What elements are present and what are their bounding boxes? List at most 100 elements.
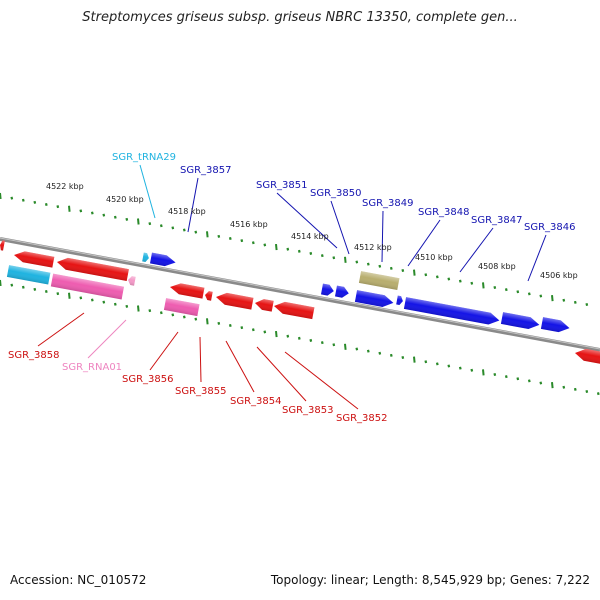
reverse-gene-a-shade <box>14 251 55 268</box>
label-leader-top <box>459 227 494 273</box>
gene-label-top: SGR_3851 <box>256 180 308 191</box>
upper-scale-tick <box>355 260 359 264</box>
dna-backbone <box>0 237 600 352</box>
upper-scale-tick <box>194 230 198 234</box>
label-leader-bottom <box>284 351 359 410</box>
rna-feature <box>50 273 124 300</box>
lower-scale-tick <box>137 305 140 312</box>
reverse-gene-b-shade <box>57 257 129 281</box>
sgr3853-feature <box>255 299 274 312</box>
gene-label-top: SGR_tRNA29 <box>112 152 176 163</box>
trna29-feature-shade <box>142 252 149 263</box>
lower-scale-tick <box>539 381 543 385</box>
sgr3852-feature-shade <box>274 301 315 320</box>
upper-scale-tick <box>125 217 129 221</box>
upper-scale-tick <box>424 273 428 277</box>
upper-scale-tick <box>79 209 83 213</box>
upper-scale-tick <box>527 292 531 296</box>
upper-scale-tick <box>573 300 577 304</box>
upper-scale-tick <box>458 279 462 283</box>
lower-scale-tick <box>447 364 451 368</box>
lower-scale-tick <box>297 336 301 340</box>
upper-scale-tick <box>504 288 508 292</box>
label-leader-bottom <box>87 319 127 359</box>
lower-scale-tick <box>286 334 290 338</box>
upper-scale-tick <box>21 198 25 202</box>
upper-scale-tick <box>113 215 117 219</box>
upper-scale-tick <box>68 205 71 212</box>
label-leader-top <box>330 200 350 255</box>
sgr3846-feature-shade <box>540 317 570 333</box>
lower-scale-tick <box>90 298 94 302</box>
lower-scale-tick <box>470 368 474 372</box>
accession-text: Accession: NC_010572 <box>10 573 147 587</box>
scale-ticks <box>0 192 600 396</box>
misc-feature <box>358 271 400 290</box>
sgr3854-feature <box>216 292 254 310</box>
gene-label-top: SGR_3846 <box>524 222 576 233</box>
lower-scale-tick <box>0 279 2 287</box>
sgr3851-feature-shade <box>320 283 334 296</box>
upper-scale-tick <box>44 203 48 207</box>
upper-scale-tick <box>482 282 485 289</box>
upper-scale-tick <box>56 205 60 209</box>
sgr3847b-feature <box>500 312 540 329</box>
upper-scale-tick <box>10 196 14 200</box>
lower-scale-tick <box>320 341 324 345</box>
scale-label: 4508 kbp <box>478 262 516 271</box>
upper-scale-tick <box>470 281 474 285</box>
gene-label-bottom: SGR_3852 <box>336 413 388 424</box>
upper-scale-tick <box>401 268 405 272</box>
lower-scale-tick <box>240 326 244 330</box>
genome-summary-text: Topology: linear; Length: 8,545,929 bp; … <box>270 573 590 587</box>
lower-scale-tick <box>504 375 508 379</box>
label-leader-top <box>139 164 156 219</box>
upper-scale-tick <box>389 266 393 270</box>
upper-scale-tick <box>435 275 439 279</box>
sgr-rna01-feature-shade <box>128 276 136 286</box>
lower-scale-tick <box>171 313 175 317</box>
lower-scale-tick <box>516 377 520 381</box>
upper-scale-tick <box>551 295 554 302</box>
upper-scale-tick <box>90 211 94 215</box>
upper-scale-tick <box>320 254 324 258</box>
lower-scale-tick <box>125 304 129 308</box>
offscreen-left-feature-shade <box>0 240 5 251</box>
lower-scale-tick <box>206 318 209 325</box>
misc-feature-shade <box>358 271 400 290</box>
lower-scale-tick <box>389 353 393 357</box>
label-leader-bottom <box>199 336 202 383</box>
gene-label-top: SGR_3850 <box>310 188 362 199</box>
lower-scale-tick <box>33 287 37 291</box>
upper-scale-tick <box>378 264 382 268</box>
lower-scale-tick <box>355 347 359 351</box>
upper-scale-tick <box>33 200 37 204</box>
lower-scale-tick <box>562 385 566 389</box>
upper-scale-tick <box>102 213 106 217</box>
upper-scale-tick <box>263 243 267 247</box>
lower-scale-tick <box>194 317 198 321</box>
upper-scale-tick <box>562 298 566 302</box>
label-leader-bottom <box>256 346 307 402</box>
label-leader-bottom <box>225 340 255 393</box>
dna-line-highlight <box>0 237 600 350</box>
rna-feature-2-shade <box>163 298 200 317</box>
sgr3855-feature-shade <box>205 291 213 301</box>
upper-scale-tick <box>275 243 278 251</box>
lower-scale-tick <box>573 387 577 391</box>
scale-label: 4516 kbp <box>230 220 268 229</box>
sgr3849-feature <box>354 290 394 307</box>
upper-scale-tick <box>539 294 543 298</box>
lower-scale-tick <box>182 315 186 319</box>
gene-label-top: SGR_3847 <box>471 215 523 226</box>
label-leaders <box>37 164 547 410</box>
upper-scale-tick <box>344 256 347 263</box>
sgr3847a-feature <box>403 297 500 325</box>
lower-scale-tick <box>344 343 347 350</box>
label-leader-bottom <box>149 331 179 371</box>
upper-scale-tick <box>159 224 163 228</box>
sgr3853-feature-shade <box>255 299 274 312</box>
label-leader-top <box>527 234 547 282</box>
scale-label: 4520 kbp <box>106 195 144 204</box>
upper-scale-tick <box>366 262 370 266</box>
